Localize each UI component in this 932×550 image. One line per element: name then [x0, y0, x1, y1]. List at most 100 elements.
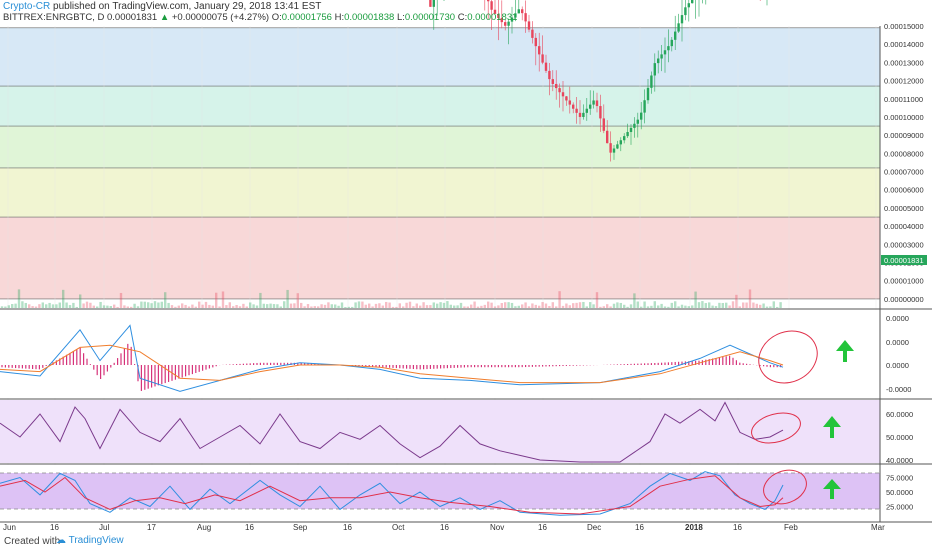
volume-bar — [160, 301, 163, 308]
volume-bar — [429, 305, 432, 308]
volume-bar — [493, 306, 497, 308]
candle — [527, 21, 531, 30]
volume-bar — [371, 306, 374, 308]
level-band — [0, 27, 880, 87]
volume-bars — [0, 289, 782, 308]
annotation-circle-macd — [758, 330, 818, 384]
candle — [524, 13, 527, 22]
volume-bar — [653, 301, 656, 308]
volume-bar — [422, 302, 425, 308]
volume-bar — [616, 302, 619, 308]
volume-bar — [453, 305, 456, 308]
volume-bar — [476, 306, 480, 308]
volume-bar — [691, 305, 694, 308]
level-band — [0, 217, 880, 299]
volume-bar — [524, 302, 527, 308]
volume-bar — [245, 306, 248, 308]
stoch-tick: 25.0000 — [886, 503, 913, 512]
volume-bar — [130, 306, 133, 308]
stoch-d-line — [0, 475, 784, 515]
volume-bar — [385, 301, 388, 308]
price-tick: 0.00005000 — [884, 204, 924, 213]
macd-line — [0, 324, 784, 392]
volume-bar — [606, 304, 609, 308]
candle — [555, 83, 558, 89]
volume-bar — [769, 306, 772, 308]
volume-bar — [728, 305, 731, 308]
symbol-line: BITTREX:ENRGBTC, D 0.00001831 ▲ +0.00000… — [3, 12, 517, 23]
volume-bar — [674, 301, 677, 308]
time-tick: 16 — [733, 523, 742, 532]
price-tick: 0.00009000 — [884, 131, 924, 140]
time-tick: 16 — [538, 523, 547, 532]
volume-bar — [323, 304, 327, 308]
volume-bar — [640, 306, 643, 308]
candle — [487, 0, 490, 2]
price-tick: 0.00006000 — [884, 186, 924, 195]
candle — [667, 46, 670, 51]
time-tick: 16 — [440, 523, 449, 532]
candle — [565, 96, 568, 101]
candle — [609, 143, 612, 153]
volume-bar — [68, 305, 72, 308]
time-tick: Mar — [871, 523, 885, 532]
candle — [538, 46, 541, 55]
volume-bar — [636, 301, 639, 308]
candle — [599, 106, 602, 119]
time-tick: 2018 — [685, 523, 703, 532]
volume-bar — [21, 301, 24, 308]
volume-bar — [327, 302, 330, 308]
candle — [558, 88, 561, 93]
volume-bar — [266, 304, 269, 308]
volume-bar — [51, 304, 55, 308]
volume-bar — [133, 303, 136, 308]
time-tick: 16 — [635, 523, 644, 532]
volume-bar — [714, 306, 718, 308]
created-with: Created with — [4, 536, 61, 547]
volume-bar — [490, 302, 493, 308]
volume-bar — [286, 289, 289, 308]
candle — [606, 130, 609, 144]
volume-bar — [697, 302, 701, 308]
candle — [589, 104, 592, 109]
volume-bar — [626, 306, 629, 308]
volume-bar — [483, 304, 486, 308]
volume-bar — [96, 306, 99, 308]
price-tick: 0.00012000 — [884, 77, 924, 86]
volume-bar — [497, 305, 500, 308]
candle — [493, 9, 497, 14]
time-tick: 16 — [245, 523, 254, 532]
up-arrow-icon — [823, 479, 841, 499]
volume-bar — [660, 303, 663, 308]
time-tick: 16 — [343, 523, 352, 532]
volume-bar — [701, 301, 704, 308]
price-tick: 0.00003000 — [884, 240, 924, 249]
volume-bar — [663, 306, 667, 308]
tradingview-logo[interactable]: ☁ TradingView — [56, 535, 124, 546]
author-link[interactable]: Crypto-CR — [3, 1, 51, 12]
stoch-k-line — [0, 471, 784, 516]
volume-bar — [14, 303, 17, 308]
high-label: H: — [334, 12, 345, 23]
volume-bar — [459, 302, 463, 308]
price-candles — [429, 0, 768, 162]
candle — [623, 136, 626, 141]
volume-bar — [568, 305, 571, 308]
volume-bar — [191, 304, 194, 308]
low-value: 0.00001730 — [404, 12, 456, 23]
volume-bar — [735, 294, 738, 308]
candle — [575, 108, 578, 113]
volume-bar — [79, 294, 82, 308]
candle — [646, 87, 650, 101]
low-label: L: — [396, 12, 405, 23]
candle — [595, 100, 599, 107]
volume-bar — [408, 301, 412, 308]
volume-bar — [198, 301, 201, 308]
annotation-circle-stoch — [763, 469, 807, 505]
volume-bar — [507, 302, 510, 308]
volume-bar — [504, 302, 507, 308]
volume-bar — [351, 306, 354, 308]
macd-axis: 0.0000 0.0000 0.0000 -0.0000 — [886, 314, 911, 394]
volume-bar — [181, 303, 184, 308]
publish-line: Crypto-CR published on TradingView.com, … — [3, 1, 321, 12]
